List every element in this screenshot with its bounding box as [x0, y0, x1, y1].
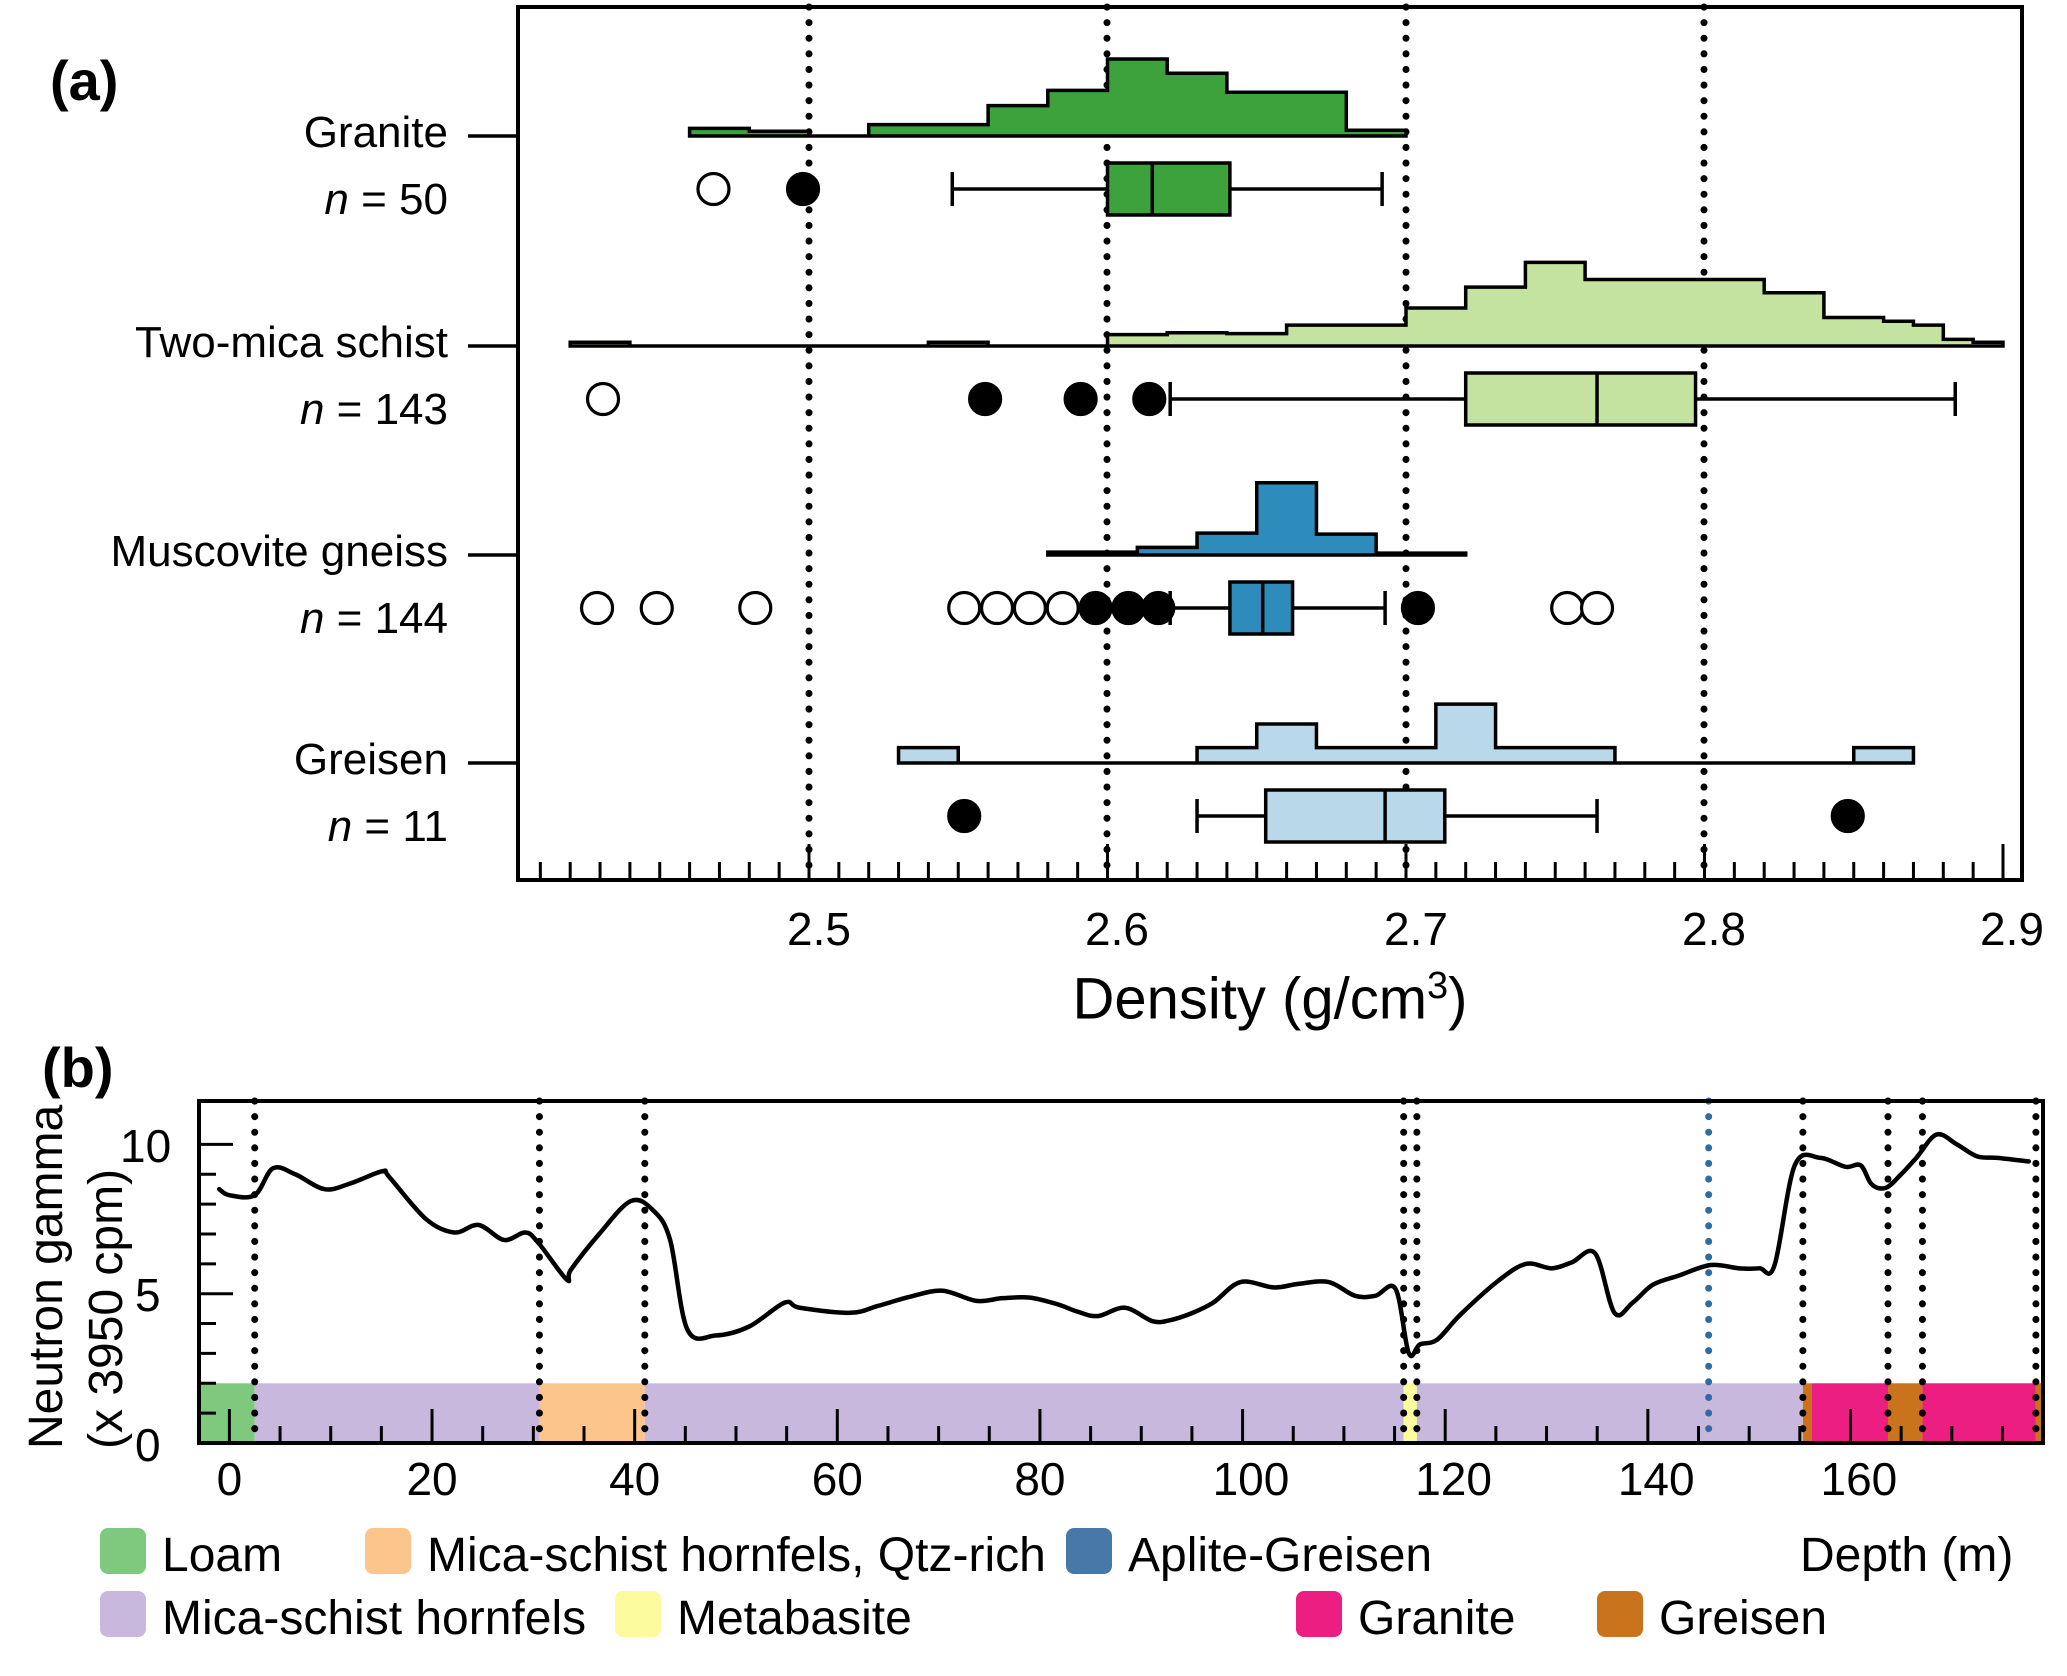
svg-text:Neutron gamma: Neutron gamma — [20, 1105, 73, 1449]
svg-text:(x 3950 cpm): (x 3950 cpm) — [80, 1169, 133, 1449]
